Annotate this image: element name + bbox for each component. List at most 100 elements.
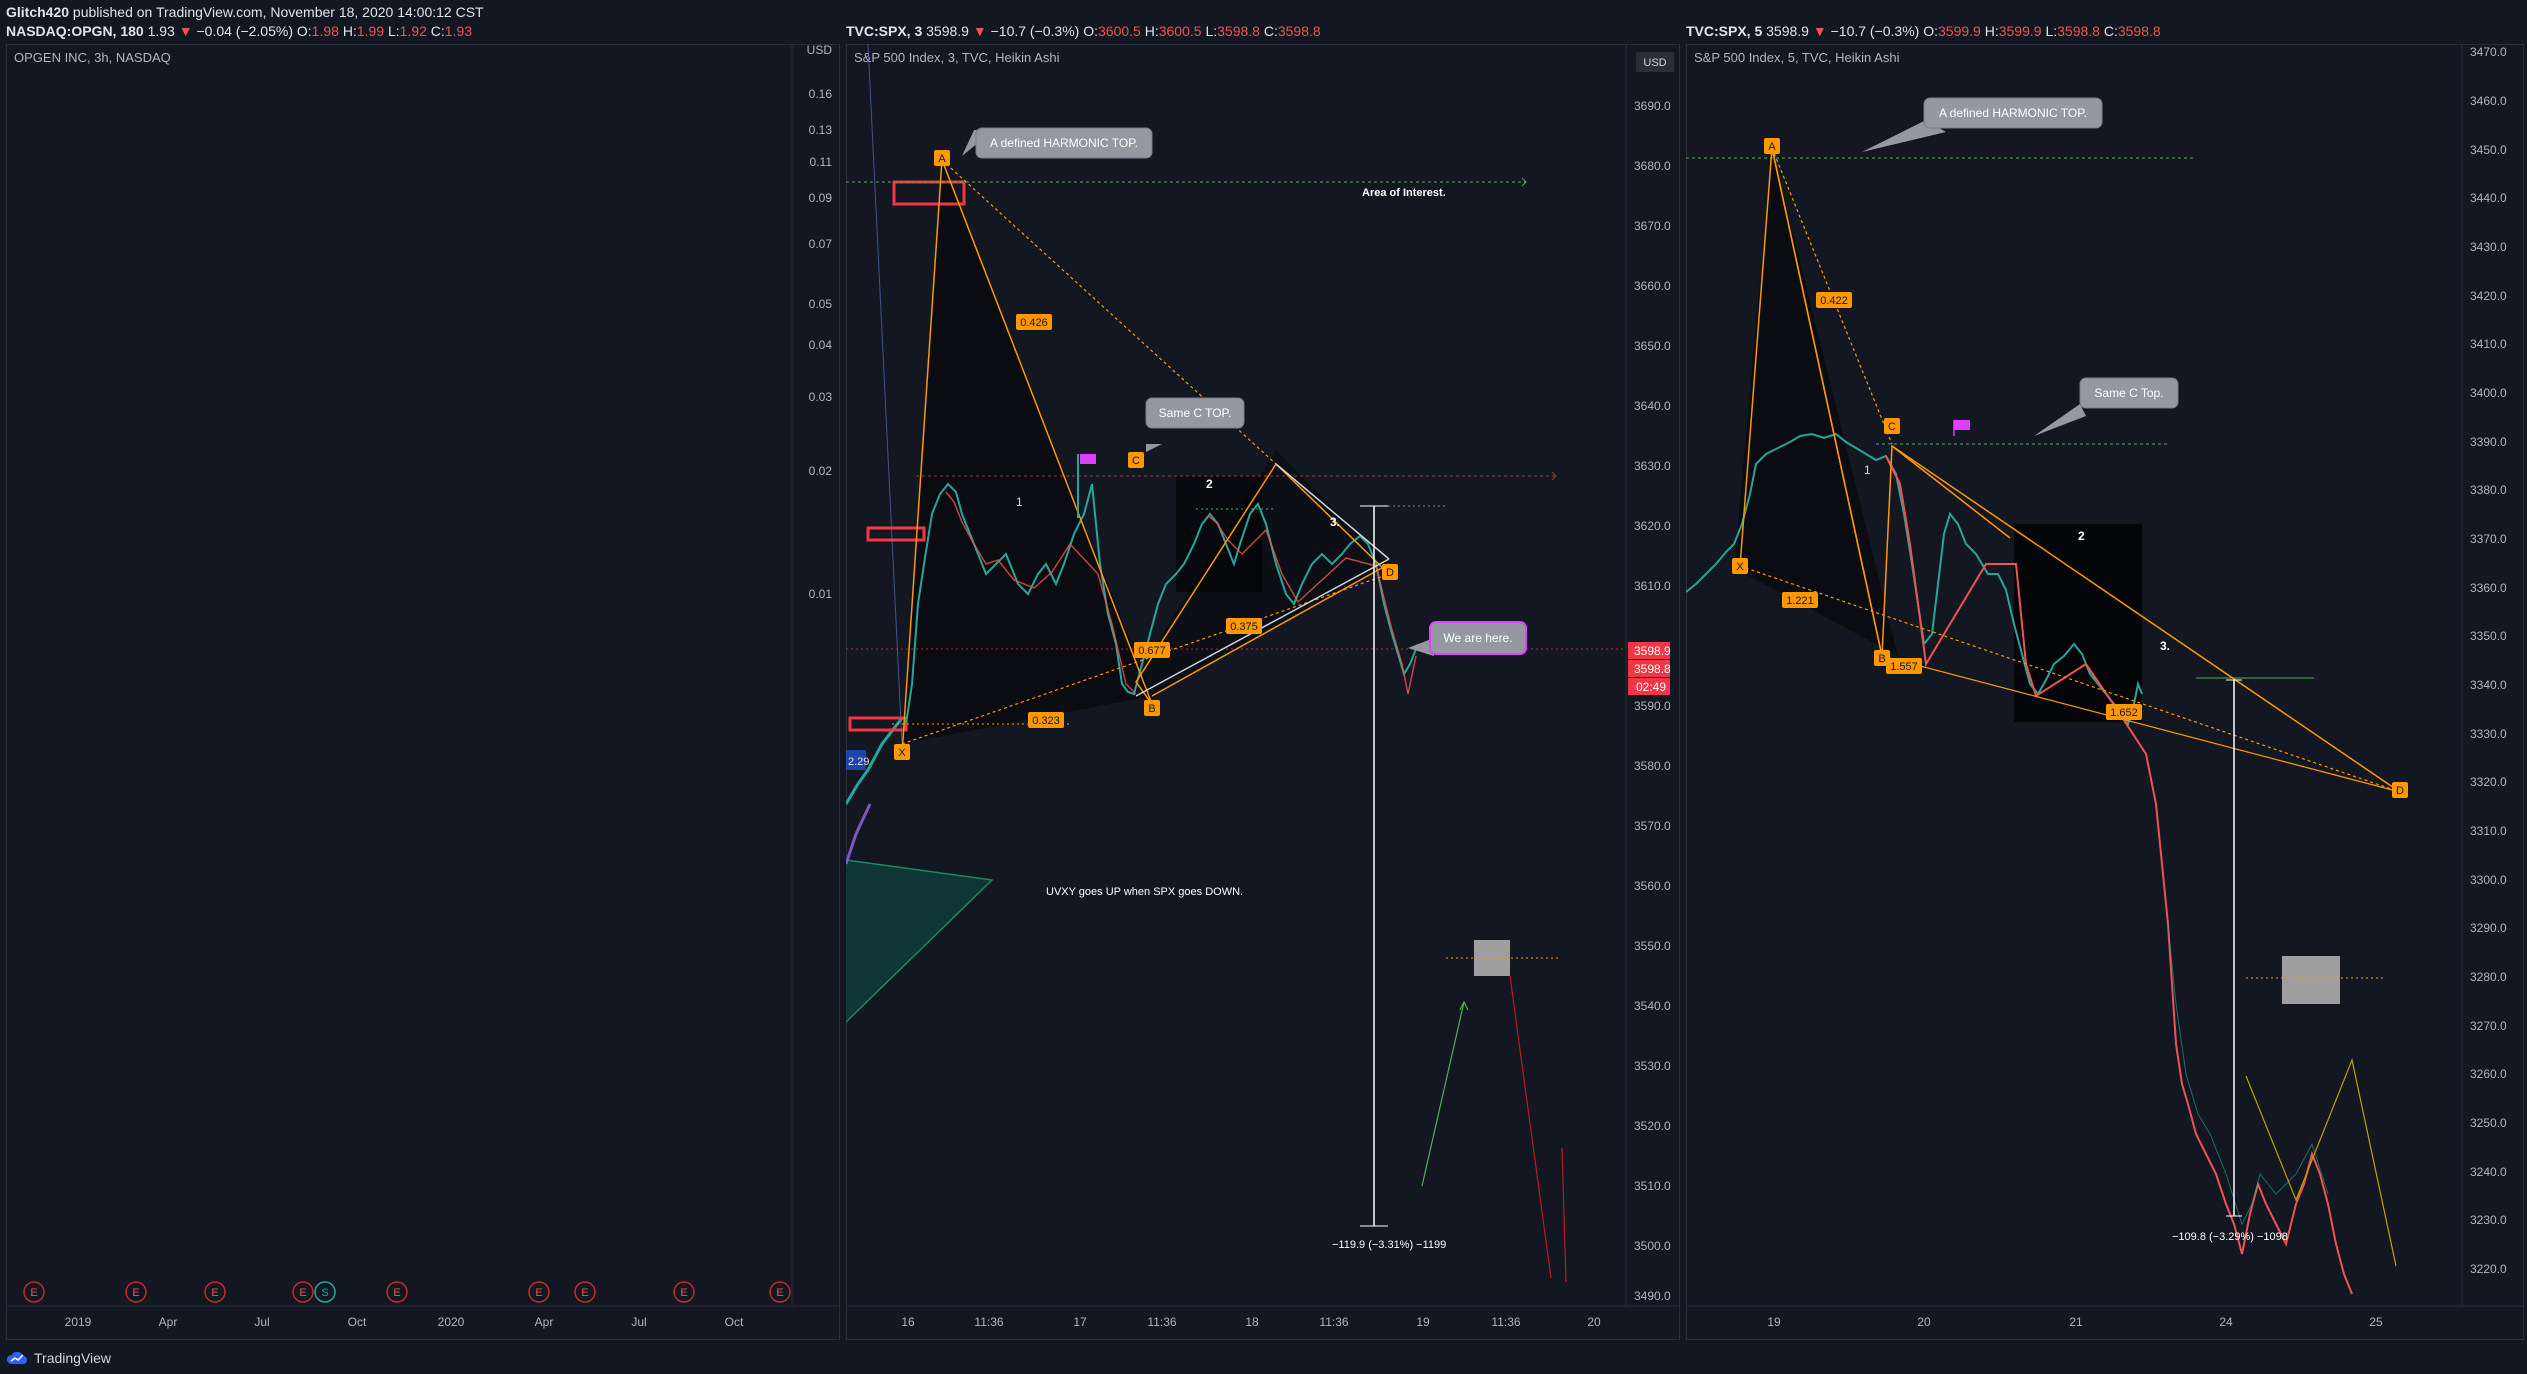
wave-label: 3. [1330, 515, 1340, 529]
point-a-marker[interactable] [934, 150, 950, 166]
panel3-ohlc: TVC:SPX, 5 3598.9 ▼ −10.7 (−0.3%) O:3599… [1686, 23, 2161, 39]
callout-text: A defined HARMONIC TOP. [1939, 106, 2087, 120]
callout-harmonic-top[interactable]: A defined HARMONIC TOP. [1862, 97, 2103, 152]
ratio-label: 1.652 [2110, 707, 2138, 719]
price-axis[interactable]: USD 0.16 0.13 0.11 0.09 0.07 0.05 0.04 0… [807, 44, 833, 601]
open-value: 1.98 [311, 23, 339, 39]
price-axis[interactable]: 3470.0 3460.0 3450.0 3440.0 3430.0 3420.… [2470, 45, 2507, 1276]
point-b-marker[interactable] [1144, 700, 1160, 716]
callout-text: A defined HARMONIC TOP. [990, 136, 1138, 150]
earnings-marker[interactable]: E [204, 1281, 226, 1303]
callout-same-c-top[interactable]: Same C TOP. [1145, 397, 1245, 452]
price-tick: USD [807, 44, 833, 57]
point-c-marker[interactable] [1128, 452, 1144, 468]
price-tick: 3570.0 [1634, 819, 1671, 833]
price-tick: 3510.0 [1634, 1179, 1671, 1193]
point-x-marker[interactable] [1732, 558, 1748, 574]
currency-label: USD [1643, 57, 1666, 69]
low-value: 1.92 [399, 23, 427, 39]
open-label: O: [296, 23, 312, 39]
supply-box[interactable] [866, 526, 926, 542]
panel-opgn-chart[interactable]: OPGEN INC, 3h, NASDAQ USD 0.16 0.13 0.11… [6, 44, 840, 1340]
point-b-label: B [1148, 703, 1155, 715]
flag-icon[interactable] [1954, 420, 1970, 430]
triangle-line[interactable] [1135, 558, 1390, 697]
time-tick: 16 [901, 1315, 915, 1329]
earnings-marker[interactable]: E [528, 1281, 550, 1303]
point-b-label: B [1878, 653, 1885, 665]
point-c-label: C [1132, 455, 1140, 467]
point-a-label: A [1768, 141, 1776, 153]
callout-harmonic-top[interactable]: A defined HARMONIC TOP. [962, 127, 1153, 159]
currency-box[interactable] [1636, 52, 1674, 72]
time-axis[interactable]: 16 11:36 17 11:36 18 11:36 19 11:36 20 [901, 1315, 1601, 1329]
symbol-label[interactable]: TVC:SPX, 3 [846, 23, 923, 39]
author-name[interactable]: Glitch420 [6, 4, 70, 20]
price-tick: 0.03 [809, 390, 833, 404]
price-tick: 3280.0 [2470, 970, 2507, 984]
price-tick: 3460.0 [2470, 94, 2507, 108]
time-tick: 20 [1587, 1315, 1601, 1329]
point-c-marker[interactable] [1884, 418, 1900, 434]
panel-spx5-chart[interactable]: S&P 500 Index, 5, TVC, Heikin Ashi A B C… [1686, 44, 2524, 1340]
time-axis[interactable]: 2019 Apr Jul Oct 2020 Apr Jul Oct [65, 1315, 744, 1329]
projection-box[interactable] [2282, 956, 2340, 1004]
earnings-marker[interactable]: E [673, 1281, 695, 1303]
harmonic-pattern-lines[interactable] [901, 159, 1390, 755]
price-tick: 3330.0 [2470, 727, 2507, 741]
flag-icon[interactable] [1080, 454, 1096, 464]
harmonic-ratios: 0.426 0.677 0.323 0.375 [1016, 314, 1262, 728]
cloud-icon [6, 1351, 27, 1364]
price-tick: 3580.0 [1634, 759, 1671, 773]
callout-we-are-here[interactable]: We are here. [1408, 621, 1527, 656]
chart-legend: S&P 500 Index, 3, TVC, Heikin Ashi [854, 50, 1060, 65]
svg-text:E: E [211, 1287, 218, 1299]
earnings-marker[interactable]: E [769, 1281, 791, 1303]
symbol-label[interactable]: NASDAQ:OPGN, 180 [6, 23, 144, 39]
close-label: C: [430, 23, 445, 39]
svg-text:E: E [393, 1287, 400, 1299]
callout-pointer [1146, 444, 1162, 452]
price-axis[interactable]: 3690.0 3680.0 3670.0 3660.0 3650.0 3640.… [1634, 99, 1671, 1303]
callout-box [1145, 397, 1245, 429]
earnings-marker[interactable]: E [574, 1281, 596, 1303]
price-tick: 3620.0 [1634, 519, 1671, 533]
svg-text:E: E [535, 1287, 542, 1299]
price-tick: 0.07 [809, 237, 833, 251]
price-tick: 3630.0 [1634, 459, 1671, 473]
svg-text:E: E [30, 1287, 37, 1299]
price-tick: 3650.0 [1634, 339, 1671, 353]
harmonic-leg-shade [902, 160, 1152, 744]
high-value: 3599.9 [1998, 23, 2042, 39]
price-tick: 3540.0 [1634, 999, 1671, 1013]
tradingview-logo[interactable]: TradingView [6, 1350, 111, 1366]
panel-spx3-chart[interactable]: S&P 500 Index, 3, TVC, Heikin Ashi 2.29 … [846, 44, 1680, 1340]
projection-down-arrow [1509, 975, 1552, 1279]
split-marker[interactable]: S [314, 1281, 336, 1303]
point-d-marker[interactable] [2392, 782, 2408, 798]
supply-box[interactable] [892, 180, 966, 206]
earnings-marker[interactable]: E [292, 1281, 314, 1303]
earnings-markers[interactable]: E E E E S E E E E E [23, 1281, 791, 1303]
earnings-marker[interactable]: E [125, 1281, 147, 1303]
high-value: 3600.5 [1158, 23, 1202, 39]
wave-label: 3. [2160, 639, 2170, 653]
pattern-points[interactable]: A B C D X [1732, 138, 2408, 798]
symbol-label[interactable]: TVC:SPX, 5 [1686, 23, 1763, 39]
pattern-points[interactable]: A B C D X [894, 150, 1398, 760]
wave-box [2014, 524, 2142, 722]
ratio-badge [2106, 704, 2142, 720]
last-price-badge [1628, 642, 1670, 659]
earnings-marker[interactable]: E [386, 1281, 408, 1303]
triangle-line[interactable] [1275, 463, 1390, 560]
earnings-marker[interactable]: E [23, 1281, 45, 1303]
low-value: 3598.8 [1217, 23, 1260, 39]
wave-label: 1 [1016, 495, 1023, 509]
price-tick: 3290.0 [2470, 921, 2507, 935]
point-a-marker[interactable] [1764, 138, 1780, 154]
callout-same-c-top[interactable]: Same C Top. [2034, 377, 2179, 436]
time-axis[interactable]: 19 20 21 24 25 [1767, 1315, 2383, 1329]
projection-up-arrow-head [1459, 1000, 1469, 1011]
point-x-marker[interactable] [894, 744, 910, 760]
point-d-marker[interactable] [1382, 564, 1398, 580]
